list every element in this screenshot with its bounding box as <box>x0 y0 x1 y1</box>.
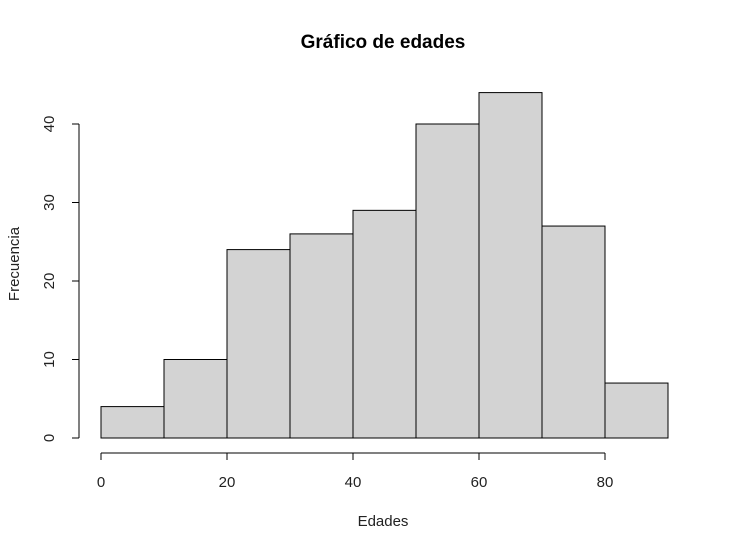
bar-70-80 <box>541 225 606 439</box>
y-tick-label: 40 <box>41 116 58 133</box>
y-tick-label: 20 <box>41 273 58 290</box>
bar-30-40 <box>289 233 354 439</box>
x-tick-label: 0 <box>97 474 105 491</box>
bar-60-70 <box>478 92 543 439</box>
x-tick-label: 60 <box>471 474 488 491</box>
chart-title: Gráfico de edades <box>301 32 466 53</box>
y-axis: 0 10 20 30 40 <box>41 116 80 442</box>
x-axis-label: Edades <box>358 513 409 530</box>
x-tick-label: 40 <box>345 474 362 491</box>
bar-10-20 <box>163 359 228 439</box>
bars-group <box>100 92 669 439</box>
bar-80-90 <box>604 382 669 439</box>
x-tick-label: 80 <box>597 474 614 491</box>
bar-50-60 <box>415 123 480 439</box>
x-axis: 0 20 40 60 80 <box>97 452 614 491</box>
bar-0-10 <box>100 406 165 439</box>
y-axis-label: Frecuencia <box>6 226 23 301</box>
bar-20-30 <box>226 249 291 439</box>
y-tick-label: 0 <box>41 434 58 442</box>
x-tick-label: 20 <box>219 474 236 491</box>
bar-40-50 <box>352 209 417 439</box>
y-tick-label: 30 <box>41 194 58 211</box>
y-tick-label: 10 <box>41 351 58 368</box>
